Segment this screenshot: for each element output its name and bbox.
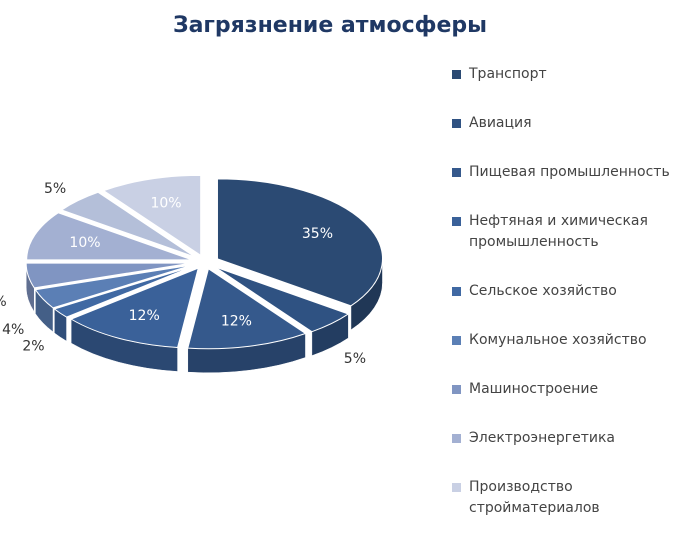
legend-label: Нефтяная и химическая промышленность: [469, 213, 648, 250]
legend-item: Нефтяная и химическая промышленность: [452, 211, 678, 253]
legend-label: Сельское хозяйство: [469, 283, 617, 299]
slice: [34, 264, 193, 309]
value-label: 5%: [44, 181, 66, 197]
legend-label: Транспорт: [469, 66, 547, 82]
legend-swatch: [452, 385, 461, 394]
slice: [187, 267, 307, 350]
legend-label: Машиностроение: [469, 381, 599, 397]
value-label: 12%: [129, 308, 160, 324]
slice: [214, 266, 350, 333]
page: {"chart_data": {"type": "pie", "title": …: [0, 13, 670, 516]
legend-item: Транспорт: [452, 64, 678, 85]
chart: Загрязнение атмосферы 35% 5% 12% 12% 2%4% 5% 1…: [0, 13, 487, 374]
legend-swatch: [452, 483, 461, 492]
value-label: 10%: [69, 235, 100, 251]
legend-swatch: [452, 287, 461, 296]
slice: [26, 212, 192, 261]
legend-swatch: [452, 217, 461, 226]
chart-title: Загрязнение атмосферы: [173, 13, 487, 38]
value-label: 10%: [150, 196, 181, 212]
slice: [216, 178, 383, 307]
legend-label: Производство стройматериалов: [469, 479, 600, 516]
legend-item: Комунальное хозяйство: [452, 330, 678, 351]
legend-item: Пищевая промышленность: [452, 162, 678, 183]
slice-tops: [25, 174, 383, 350]
value-label: 12%: [221, 313, 252, 329]
legend-label: Авиация: [469, 115, 532, 131]
legend-label: Комунальное хозяйство: [469, 332, 647, 348]
slice: [69, 267, 199, 349]
legend-label: Пищевая промышленность: [469, 164, 670, 180]
slice: [53, 265, 194, 318]
slice: [60, 191, 196, 258]
legend-swatch: [452, 70, 461, 79]
legend-swatch: [452, 434, 461, 443]
legend-item: Производство стройматериалов: [452, 477, 678, 519]
legend-swatch: [452, 336, 461, 345]
legend-item: Авиация: [452, 113, 678, 134]
legend-item: Машиностроение: [452, 379, 678, 400]
slice: [25, 262, 192, 289]
legend-swatch: [452, 168, 461, 177]
value-label: 4%: [2, 322, 24, 338]
value-label: 2%: [22, 339, 44, 355]
legend: Транспорт Авиация Пищевая промышленность Не…: [452, 64, 678, 547]
value-label: 5%: [344, 351, 366, 367]
slice: [102, 174, 202, 257]
value-label: 35%: [302, 226, 333, 242]
legend-label: Электроэнергетика: [469, 430, 615, 446]
legend-swatch: [452, 119, 461, 128]
value-label: 5%: [0, 294, 7, 310]
legend-item: Электроэнергетика: [452, 428, 678, 449]
legend-item: Сельское хозяйство: [452, 281, 678, 302]
